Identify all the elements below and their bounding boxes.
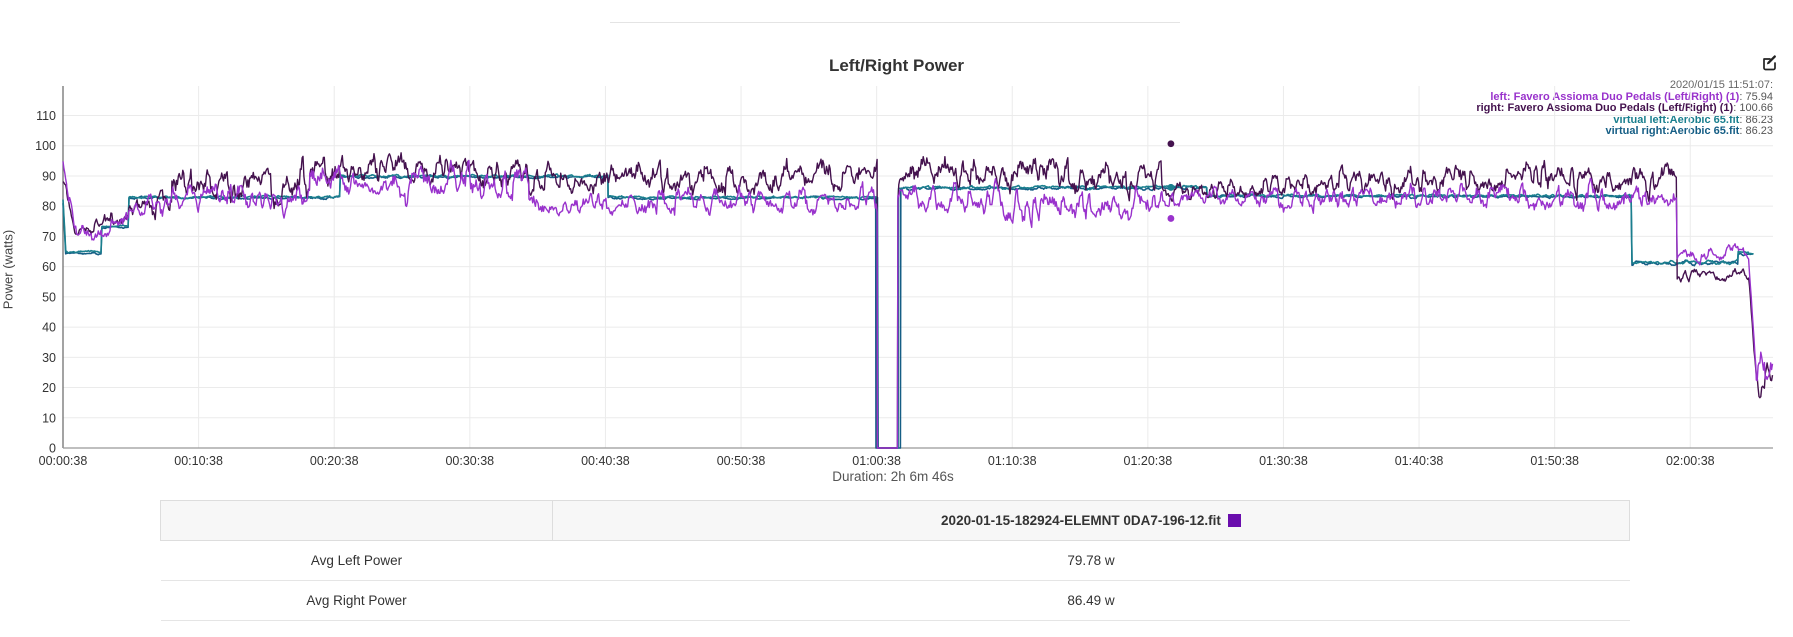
svg-text:20: 20 bbox=[42, 381, 56, 395]
chart-legend: 2020/01/15 11:51:07: left: Favero Assiom… bbox=[1476, 79, 1773, 138]
svg-text:90: 90 bbox=[42, 169, 56, 183]
table-row: Avg Right Power 86.49 w bbox=[160, 580, 1630, 621]
svg-text:0: 0 bbox=[49, 442, 56, 456]
row-label: Avg Right Power bbox=[160, 580, 553, 621]
summary-table: 2020-01-15-182924-ELEMNT 0DA7-196-12.fit… bbox=[160, 500, 1630, 621]
table-header-row: 2020-01-15-182924-ELEMNT 0DA7-196-12.fit bbox=[160, 500, 1630, 541]
svg-text:01:10:38: 01:10:38 bbox=[988, 454, 1037, 468]
svg-text:40: 40 bbox=[42, 321, 56, 335]
plot-area[interactable]: 0 10 20 30 40 50 60 70 80 90 100 110 00:00:38 00:10:3… bbox=[0, 0, 1793, 492]
series-color-swatch bbox=[1227, 514, 1241, 527]
svg-text:00:10:38: 00:10:38 bbox=[174, 454, 223, 468]
row-label: Avg Left Power bbox=[160, 540, 553, 581]
svg-text:60: 60 bbox=[42, 260, 56, 274]
top-divider bbox=[610, 22, 1180, 23]
power-chart[interactable]: Left/Right Power 2020/01/15 11:51:07: le… bbox=[0, 0, 1793, 492]
svg-text:00:20:38: 00:20:38 bbox=[310, 454, 359, 468]
svg-text:00:40:38: 00:40:38 bbox=[581, 454, 630, 468]
legend-entry-right: right: Favero Assioma Duo Pedals (Left/R… bbox=[1476, 102, 1773, 114]
table-row: Avg Left Power 79.78 w bbox=[160, 540, 1630, 581]
svg-text:01:50:38: 01:50:38 bbox=[1530, 454, 1579, 468]
svg-text:00:30:38: 00:30:38 bbox=[445, 454, 494, 468]
svg-text:100: 100 bbox=[35, 139, 56, 153]
duration-caption: Duration: 2h 6m 46s bbox=[832, 469, 954, 484]
svg-text:01:00:38: 01:00:38 bbox=[852, 454, 901, 468]
row-value: 86.49 w bbox=[552, 580, 1630, 621]
svg-text:30: 30 bbox=[42, 351, 56, 365]
table-header-file: 2020-01-15-182924-ELEMNT 0DA7-196-12.fit bbox=[552, 500, 1630, 541]
svg-text:110: 110 bbox=[36, 109, 56, 123]
svg-text:10: 10 bbox=[42, 411, 56, 425]
svg-text:00:50:38: 00:50:38 bbox=[717, 454, 766, 468]
svg-text:70: 70 bbox=[42, 230, 56, 244]
row-value: 79.78 w bbox=[552, 540, 1630, 581]
table-header-empty bbox=[160, 500, 553, 541]
svg-text:01:30:38: 01:30:38 bbox=[1259, 454, 1308, 468]
svg-text:50: 50 bbox=[42, 290, 56, 304]
svg-text:80: 80 bbox=[42, 200, 56, 214]
svg-text:01:20:38: 01:20:38 bbox=[1124, 454, 1173, 468]
svg-text:01:40:38: 01:40:38 bbox=[1395, 454, 1444, 468]
legend-timestamp: 2020/01/15 11:51:07: bbox=[1669, 79, 1773, 91]
legend-entry-left: left: Favero Assioma Duo Pedals (Left/Ri… bbox=[1490, 90, 1773, 103]
file-name: 2020-01-15-182924-ELEMNT 0DA7-196-12.fit bbox=[941, 513, 1221, 528]
legend-entry-virtual-left: virtual left:Aerobic 65.fit: 86.23 bbox=[1613, 113, 1773, 126]
svg-text:02:00:38: 02:00:38 bbox=[1666, 454, 1715, 468]
edit-icon[interactable] bbox=[1761, 54, 1779, 72]
legend-entry-virtual-right: virtual right:Aerobic 65.fit: 86.23 bbox=[1605, 125, 1773, 137]
chart-title: Left/Right Power bbox=[828, 56, 965, 75]
svg-text:00:00:38: 00:00:38 bbox=[39, 454, 88, 468]
